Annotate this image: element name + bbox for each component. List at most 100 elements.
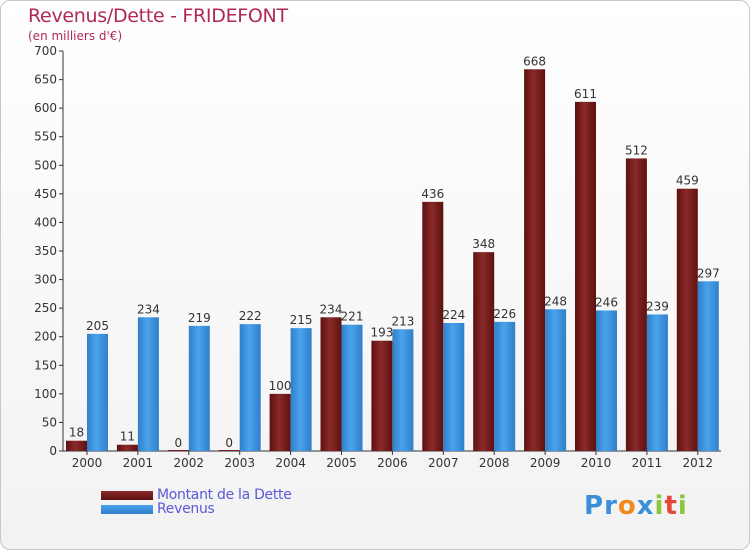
bar-debt: [218, 450, 240, 451]
data-label-revenue: 205: [86, 319, 109, 333]
x-tick-label: 2009: [530, 456, 561, 470]
data-label-revenue: 213: [391, 314, 414, 328]
bar-revenue: [341, 324, 363, 451]
logo-letter: r: [604, 491, 618, 521]
chart-title: Revenus/Dette - FRIDEFONT: [28, 5, 288, 27]
data-label-debt: 512: [625, 143, 648, 157]
bar-debt: [269, 393, 291, 451]
legend-item-revenue: Revenus: [101, 501, 215, 517]
y-tick-label: 600: [34, 101, 57, 115]
y-tick-label: 300: [34, 273, 57, 287]
data-label-debt: 100: [269, 379, 292, 393]
bar-revenue: [87, 333, 108, 451]
x-tick-label: 2000: [72, 456, 103, 470]
x-tick-label: 2008: [479, 456, 510, 470]
bar-revenue: [443, 323, 465, 451]
bar-debt: [625, 158, 647, 451]
bar-debt: [473, 252, 495, 451]
y-tick-label: 200: [34, 330, 57, 344]
logo-letter: t: [664, 491, 678, 521]
data-label-revenue: 219: [188, 311, 211, 325]
legend-swatch-debt: [101, 490, 153, 500]
data-label-revenue: 215: [290, 313, 313, 327]
legend-swatch-revenue: [101, 504, 153, 514]
logo-letter: i: [654, 491, 665, 521]
bar-debt: [320, 317, 342, 451]
y-tick-label: 150: [34, 358, 57, 372]
data-label-revenue: 221: [341, 310, 364, 324]
data-label-debt: 459: [676, 174, 699, 188]
x-tick-label: 2005: [326, 456, 357, 470]
bar-debt: [167, 450, 189, 451]
data-label-debt: 0: [174, 436, 182, 450]
bar-debt: [422, 201, 444, 451]
legend-label-revenue: Revenus: [157, 501, 215, 517]
data-label-revenue: 222: [239, 309, 262, 323]
x-tick-label: 2004: [275, 456, 306, 470]
data-label-debt: 668: [523, 54, 546, 68]
x-tick-label: 2010: [581, 456, 612, 470]
data-label-revenue: 226: [493, 307, 516, 321]
data-label-revenue: 224: [442, 308, 465, 322]
logo-letter: i: [677, 491, 688, 521]
y-tick-label: 350: [34, 244, 57, 258]
bar-revenue: [137, 317, 159, 451]
data-label-debt: 18: [69, 426, 84, 440]
data-label-revenue: 297: [697, 266, 720, 280]
bar-revenue: [290, 328, 312, 451]
logo-letter: x: [636, 491, 655, 521]
y-tick-label: 400: [34, 215, 57, 229]
y-tick-label: 50: [42, 415, 57, 429]
bar-debt: [66, 440, 87, 451]
data-label-revenue: 239: [646, 299, 669, 313]
x-tick-label: 2007: [428, 456, 459, 470]
bars: [66, 69, 719, 452]
bar-revenue: [494, 321, 516, 451]
y-tick-label: 500: [34, 158, 57, 172]
bar-debt: [676, 188, 698, 451]
y-tick-label: 0: [49, 444, 57, 458]
legend-item-debt: Montant de la Dette: [101, 487, 292, 503]
legend-label-debt: Montant de la Dette: [157, 487, 292, 503]
bar-debt: [524, 69, 546, 452]
data-label-revenue: 248: [544, 294, 567, 308]
x-tick-label: 2006: [377, 456, 408, 470]
y-tick-label: 250: [34, 301, 57, 315]
data-label-debt: 436: [421, 187, 444, 201]
bar-revenue: [646, 314, 668, 451]
y-tick-label: 550: [34, 130, 57, 144]
data-label-debt: 234: [320, 302, 343, 316]
x-tick-label: 2002: [174, 456, 205, 470]
bar-debt: [575, 101, 596, 451]
data-label-debt: 0: [225, 436, 233, 450]
bar-revenue: [239, 324, 261, 451]
logo-letter: o: [617, 491, 637, 521]
bar-revenue: [545, 309, 567, 451]
bar-revenue: [596, 310, 617, 451]
data-label-debt: 348: [472, 237, 495, 251]
data-label-debt: 611: [574, 87, 597, 101]
x-tick-label: 2012: [683, 456, 714, 470]
bar-revenue: [392, 329, 414, 451]
bar-debt: [371, 340, 393, 451]
x-tick-label: 2003: [224, 456, 255, 470]
x-tick-label: 2001: [123, 456, 154, 470]
bar-revenue: [188, 325, 210, 451]
data-label-revenue: 234: [137, 302, 160, 316]
data-label-debt: 11: [120, 430, 135, 444]
data-label-debt: 193: [370, 326, 393, 340]
data-label-revenue: 246: [595, 295, 618, 309]
logo-letter: P: [584, 491, 605, 521]
y-tick-label: 100: [34, 387, 57, 401]
y-tick-label: 650: [34, 73, 57, 87]
x-tick-label: 2011: [632, 456, 663, 470]
y-tick-label: 450: [34, 187, 57, 201]
bar-debt: [116, 444, 138, 451]
chart-subtitle: (en milliers d'€): [28, 29, 123, 43]
y-tick-label: 700: [34, 44, 57, 58]
value-labels: 1820511234021902221002152342211932134362…: [69, 54, 720, 450]
proxiti-logo: Proxiti: [584, 491, 688, 521]
bar-revenue: [697, 281, 719, 451]
